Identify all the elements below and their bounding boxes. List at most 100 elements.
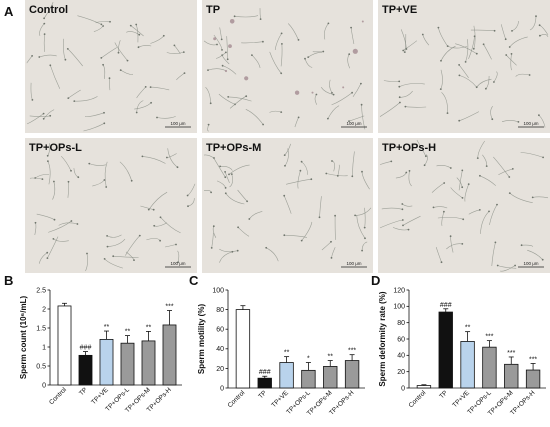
sperm-head: [46, 154, 49, 157]
sperm-head: [43, 17, 45, 20]
category-label: TP: [78, 386, 89, 397]
sperm-head: [479, 174, 481, 177]
sperm-cell: [58, 222, 78, 226]
sperm-head: [472, 47, 475, 50]
chart-sperm-count: 0 0.5 1 1.5 2 2.5 Sperm count (10⁶/mL) Control #…: [19, 287, 182, 414]
sperm-cell: [228, 164, 250, 175]
debris-dot: [244, 76, 249, 81]
sperm-cell: [323, 23, 329, 40]
sperm-cell: [468, 209, 480, 215]
sperm-cell: [348, 115, 365, 122]
debris-dot: [228, 44, 232, 48]
sperm-head: [334, 214, 336, 217]
sperm-head: [49, 114, 52, 117]
micrograph-tile: TP 100 μm: [202, 0, 373, 133]
sperm-cell: [361, 241, 368, 251]
sperm-head: [236, 249, 239, 252]
sperm-cell: [331, 92, 353, 106]
sperm-cell: [36, 213, 55, 220]
y-axis-label: Sperm deformity rate (%): [378, 291, 387, 386]
sperm-head: [475, 52, 478, 55]
chart-sperm-motility: 0 20 40 60 80 100 Sperm motility (%) Control ###…: [197, 287, 365, 417]
sperm-cell: [436, 165, 451, 169]
debris-dot: [213, 37, 217, 41]
sperm-cell: [280, 43, 283, 67]
sperm-cell: [43, 2, 54, 19]
sperm-head: [398, 85, 401, 88]
sperm-head: [464, 61, 467, 63]
sperm-head: [152, 208, 155, 211]
sperm-cell: [207, 68, 226, 71]
sperm-head: [119, 69, 122, 71]
bar: [482, 346, 497, 389]
sperm-head: [213, 157, 215, 159]
sperm-cell: [433, 206, 448, 209]
sperm-cell: [207, 124, 209, 132]
sperm-cell: [538, 114, 546, 128]
y-tick-label: 0: [401, 385, 405, 392]
sperm-head: [300, 239, 303, 242]
sperm-head: [225, 51, 227, 54]
sperm-head: [187, 205, 189, 208]
sperm-cell: [352, 83, 362, 97]
sperm-cell: [140, 205, 154, 210]
sperm-cell: [435, 247, 442, 263]
scale-bar-label: 100 μm: [523, 121, 538, 126]
sperm-head: [237, 226, 240, 229]
sperm-cell: [241, 41, 263, 44]
micrograph-tile: TP+OPs-L 100 μm: [25, 138, 197, 273]
y-tick-label: 0: [220, 385, 224, 392]
sperm-head: [108, 77, 111, 80]
sperm-cell: [63, 38, 66, 60]
sperm-cell: [438, 27, 448, 47]
sperm-head: [402, 224, 404, 227]
sperm-head: [42, 112, 45, 115]
sperm-head: [504, 38, 507, 41]
sperm-cell: [501, 120, 519, 123]
sperm-head: [514, 264, 516, 267]
sperm-cell: [529, 16, 537, 31]
sperm-head: [103, 179, 106, 181]
sperm-cell: [422, 34, 430, 46]
sperm-head: [248, 218, 251, 220]
sperm-head: [175, 243, 177, 246]
sperm-head: [210, 191, 213, 194]
sperm-head: [280, 32, 283, 35]
sperm-head: [112, 255, 115, 258]
sperm-head: [53, 180, 55, 183]
sperm-cell: [297, 170, 301, 189]
category-label: Control: [227, 389, 247, 409]
sperm-head: [315, 93, 318, 96]
debris-dot: [342, 86, 345, 89]
sperm-cell: [287, 23, 299, 41]
y-tick-label: 100: [393, 304, 405, 311]
scale-bar-label: 100 μm: [170, 121, 185, 126]
sperm-head: [144, 86, 147, 88]
y-tick-label: 60: [216, 327, 224, 334]
sperm-cell: [465, 39, 469, 62]
y-tick-label: 2: [42, 306, 46, 313]
micrograph-tile: TP+OPs-H 100 μm: [378, 138, 550, 273]
significance-label: **: [146, 324, 152, 331]
significance-label: **: [465, 325, 471, 332]
sperm-head: [449, 167, 452, 169]
sperm-head: [423, 164, 426, 167]
sperm-cell: [286, 178, 312, 185]
sperm-head: [226, 58, 229, 61]
sperm-cell: [245, 109, 264, 125]
sperm-head: [461, 186, 464, 189]
sperm-cell: [440, 69, 443, 90]
sperm-head: [520, 244, 523, 247]
sperm-head: [458, 74, 461, 77]
sperm-head: [265, 246, 268, 249]
sperm-head: [327, 117, 329, 120]
sperm-head: [307, 56, 310, 58]
sperm-head: [398, 80, 401, 83]
bar: [460, 341, 475, 389]
sperm-head: [361, 249, 363, 252]
significance-label: **: [104, 324, 110, 331]
sperm-cell: [527, 249, 543, 260]
sperm-head: [401, 203, 404, 205]
sperm-cell: [450, 236, 454, 253]
sperm-cell: [234, 15, 259, 18]
